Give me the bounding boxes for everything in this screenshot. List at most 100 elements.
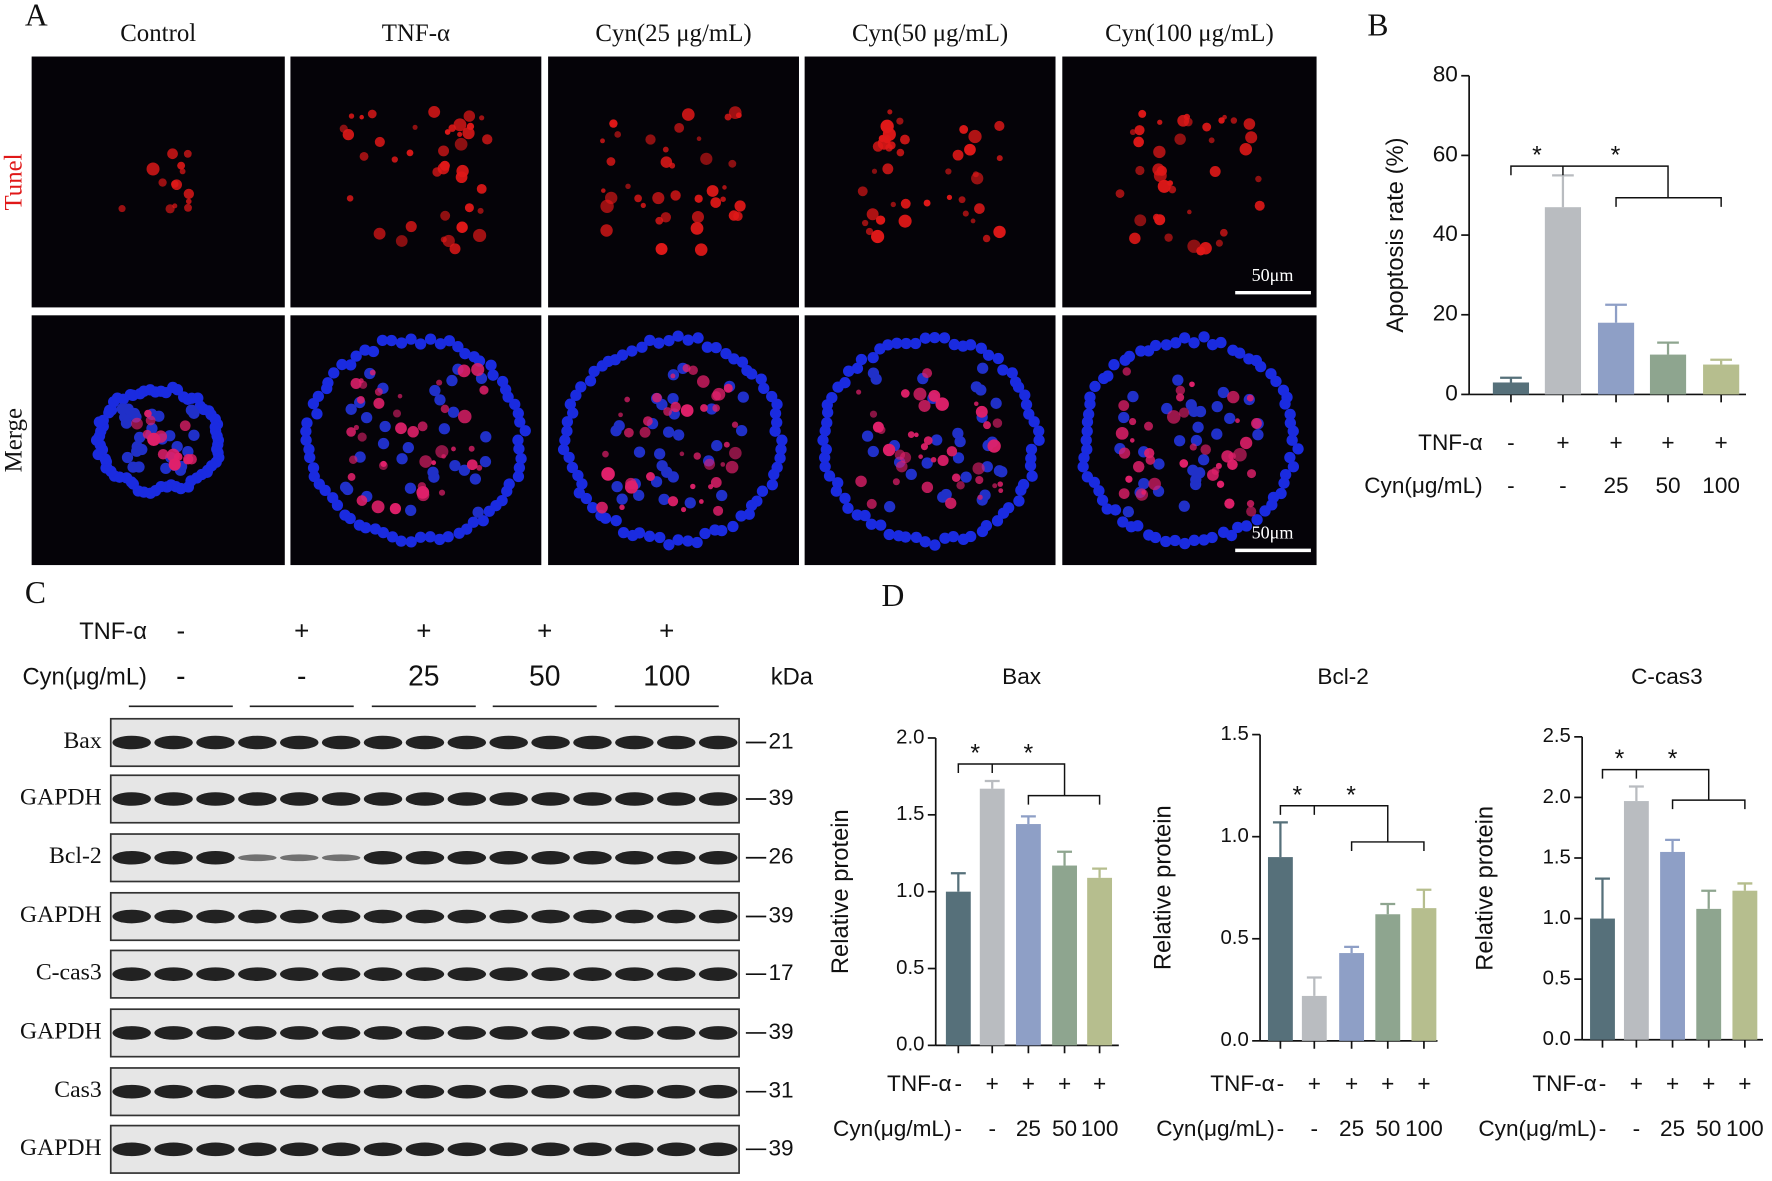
tunel-signal bbox=[1144, 448, 1155, 459]
condition-value: + bbox=[1345, 1071, 1358, 1096]
condition-value: 25 bbox=[1660, 1116, 1685, 1141]
tunel-signal bbox=[1175, 385, 1186, 396]
band bbox=[405, 850, 445, 865]
kda-label: 21 bbox=[768, 728, 793, 753]
nucleus bbox=[776, 434, 788, 446]
tunel-signal bbox=[118, 205, 126, 213]
tunel-signal bbox=[185, 198, 192, 205]
nucleus bbox=[564, 398, 576, 410]
band bbox=[279, 1084, 319, 1099]
nucleus bbox=[501, 485, 513, 497]
error-bar bbox=[1272, 821, 1288, 858]
band bbox=[112, 967, 151, 981]
micrograph bbox=[548, 315, 799, 566]
tunel-signal bbox=[374, 136, 385, 147]
tunel-signal bbox=[442, 234, 455, 248]
nucleus bbox=[513, 443, 525, 455]
condition-value: + bbox=[1308, 1071, 1321, 1096]
tunel-signal bbox=[643, 416, 653, 426]
band bbox=[238, 909, 277, 924]
nucleus bbox=[1102, 370, 1114, 382]
nucleus bbox=[327, 492, 339, 504]
band bbox=[363, 1026, 403, 1040]
tunel-signal bbox=[392, 409, 402, 418]
error-bar bbox=[1737, 882, 1753, 891]
nucleus bbox=[487, 369, 499, 381]
bar bbox=[1623, 801, 1649, 1040]
tunel-signal bbox=[1215, 462, 1222, 469]
band bbox=[489, 1142, 528, 1157]
tunel-signal bbox=[601, 188, 606, 193]
nucleus bbox=[1024, 460, 1037, 472]
error-bar bbox=[1380, 902, 1396, 915]
nucleus bbox=[512, 407, 524, 419]
kda-label: 39 bbox=[768, 785, 793, 810]
tunel-signal bbox=[451, 446, 456, 452]
nucleus bbox=[1232, 521, 1244, 534]
nucleus bbox=[976, 362, 989, 374]
tunel-signal bbox=[1153, 145, 1166, 159]
nucleus bbox=[1015, 484, 1027, 496]
tunel-signal bbox=[723, 383, 733, 393]
chart-title: C-cas3 bbox=[1631, 664, 1703, 689]
panel-label: B bbox=[1367, 8, 1388, 43]
tunel-signal bbox=[724, 113, 732, 121]
nucleus bbox=[884, 501, 896, 513]
y-tick-label: 0.5 bbox=[896, 957, 924, 979]
tunel-signal bbox=[918, 399, 931, 412]
tunel-signal bbox=[356, 495, 368, 506]
nucleus bbox=[1198, 331, 1210, 343]
nucleus bbox=[1173, 435, 1186, 447]
micrograph bbox=[1062, 56, 1317, 308]
bar bbox=[1544, 207, 1582, 395]
tunel-signal bbox=[1239, 143, 1253, 156]
tunel-signal bbox=[698, 499, 704, 504]
tunel-signal bbox=[1133, 460, 1145, 473]
tunel-signal bbox=[894, 449, 906, 460]
nucleus bbox=[1122, 506, 1134, 518]
condition-value: 50 bbox=[1696, 1116, 1721, 1141]
band bbox=[196, 850, 235, 865]
y-tick-label: 2.5 bbox=[1543, 725, 1571, 747]
nucleus bbox=[947, 530, 959, 543]
tunel-signal bbox=[728, 210, 740, 221]
error-bar bbox=[1701, 889, 1717, 909]
nucleus bbox=[1081, 443, 1093, 455]
band bbox=[698, 850, 738, 865]
band bbox=[531, 1026, 570, 1040]
band bbox=[112, 850, 151, 865]
band bbox=[447, 1026, 487, 1040]
y-tick-label: 1.0 bbox=[1220, 825, 1248, 847]
nucleus bbox=[616, 493, 628, 505]
tunel-signal bbox=[618, 412, 623, 418]
tunel-signal bbox=[962, 210, 969, 217]
tunel-signal bbox=[872, 141, 884, 152]
scale-bar-label: 50μm bbox=[1252, 523, 1294, 543]
significance-star: * bbox=[1346, 781, 1356, 809]
tunel-signal bbox=[937, 454, 949, 467]
nucleus bbox=[775, 443, 787, 456]
tunel-signal bbox=[482, 134, 493, 145]
band bbox=[154, 909, 193, 924]
nucleus bbox=[360, 411, 373, 424]
nucleus bbox=[336, 358, 348, 371]
condition-value: - bbox=[176, 616, 185, 646]
nucleus bbox=[710, 341, 722, 354]
tunel-signal bbox=[1247, 469, 1257, 479]
tunel-signal bbox=[416, 485, 430, 499]
tunel-signal bbox=[438, 489, 446, 496]
condition-name: Cyn(μg/mL) bbox=[1478, 1116, 1596, 1141]
blot-label: Bcl-2 bbox=[49, 843, 102, 869]
nucleus bbox=[559, 434, 571, 446]
nucleus bbox=[339, 481, 352, 493]
nucleus bbox=[301, 417, 313, 429]
band bbox=[489, 1084, 528, 1099]
nucleus bbox=[1190, 434, 1203, 447]
tunel-signal bbox=[640, 202, 646, 208]
band bbox=[489, 735, 528, 750]
tunel-signal bbox=[619, 504, 625, 511]
condition-value: - bbox=[176, 660, 185, 692]
nucleus bbox=[691, 536, 703, 549]
nucleus bbox=[1033, 434, 1045, 446]
tunel-signal bbox=[945, 497, 957, 509]
